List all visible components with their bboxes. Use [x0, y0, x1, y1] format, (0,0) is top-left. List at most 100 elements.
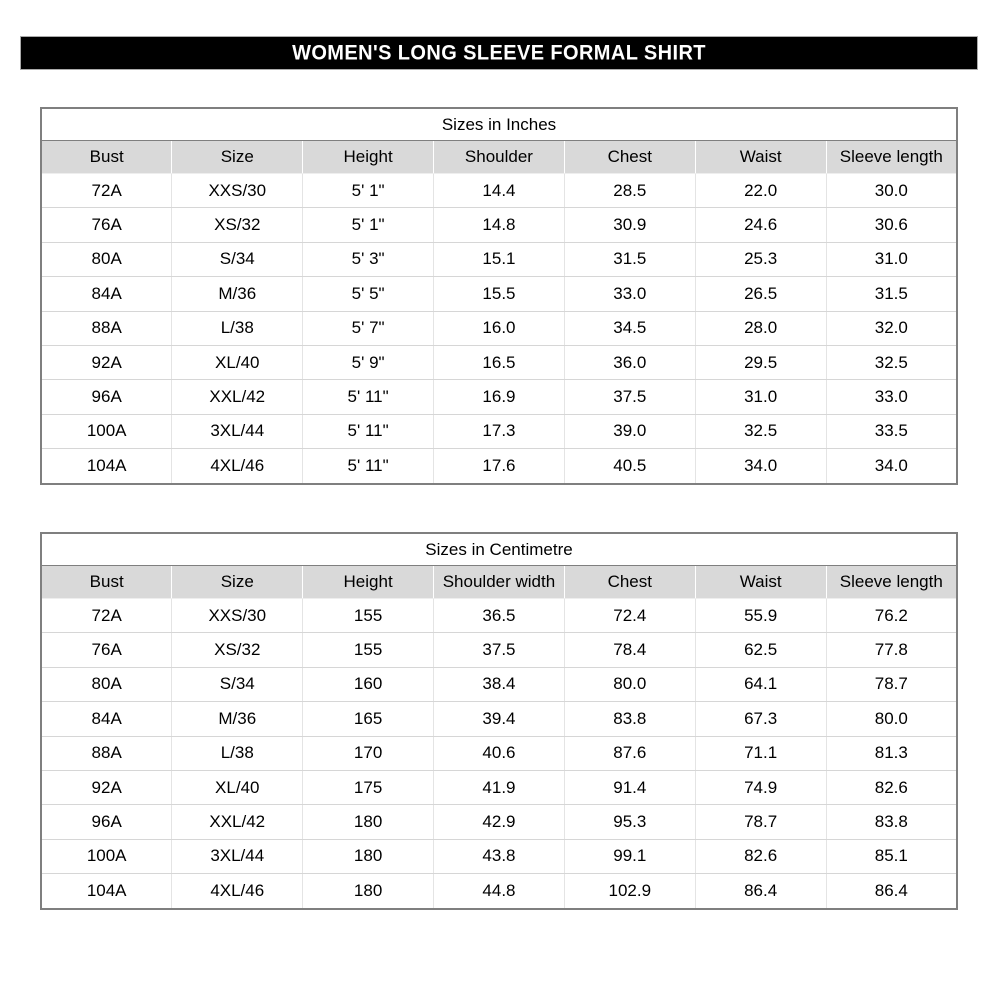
table-cell: 175: [302, 770, 434, 806]
table-cell: XXS/30: [171, 598, 303, 634]
table-cell: 36.0: [563, 345, 696, 381]
table-row: 88A L/38 5' 7" 16.0 34.5 28.0 32.0: [41, 311, 957, 346]
table-cell: 31.0: [694, 379, 827, 415]
table-cell: 33.5: [825, 414, 957, 450]
table-cell: 85.1: [825, 839, 957, 875]
table-cell: 42.9: [433, 804, 565, 840]
table-cell: 91.4: [563, 770, 696, 806]
table-cell: 80.0: [825, 701, 957, 737]
table-cell: 74.9: [694, 770, 827, 806]
table-row: 88A L/38 170 40.6 87.6 71.1 81.3: [41, 736, 957, 771]
table-cell: 71.1: [694, 736, 827, 771]
product-title-banner: WOMEN'S LONG SLEEVE FORMAL SHIRT: [20, 36, 978, 70]
table-cell: 100A: [41, 839, 172, 875]
size-table-inches: Sizes in Inches Bust Size Height Shoulder Ch…: [40, 107, 958, 485]
table-cell: 55.9: [694, 598, 827, 634]
table-cell: S/34: [171, 242, 303, 278]
table-cell: 5' 11": [302, 379, 434, 415]
column-header: Chest: [563, 565, 696, 599]
table-cell: XXS/30: [171, 173, 303, 209]
column-header: Shoulder: [433, 140, 565, 174]
table-cell: 3XL/44: [171, 414, 303, 450]
table-title: Sizes in Inches: [41, 108, 957, 141]
table-cell: 24.6: [694, 207, 827, 243]
table-cell: 180: [302, 804, 434, 840]
table-cell: 34.5: [563, 311, 696, 346]
column-header: Size: [171, 565, 303, 599]
table-title: Sizes in Centimetre: [41, 533, 957, 566]
table-cell: 5' 3": [302, 242, 434, 278]
table-cell: 86.4: [825, 873, 957, 909]
column-header: Shoulder width: [433, 565, 565, 599]
table-cell: XL/40: [171, 345, 303, 381]
table-cell: 84A: [41, 701, 172, 737]
table-cell: 37.5: [563, 379, 696, 415]
table-cell: 44.8: [433, 873, 565, 909]
table-cell: 39.0: [563, 414, 696, 450]
table-cell: 31.5: [825, 276, 957, 312]
table-cell: 4XL/46: [171, 448, 303, 484]
table-cell: 5' 11": [302, 448, 434, 484]
table-cell: 78.4: [563, 632, 696, 668]
table-cell: 78.7: [694, 804, 827, 840]
table-cell: L/38: [171, 736, 303, 771]
table-cell: L/38: [171, 311, 303, 346]
table-row: 92A XL/40 175 41.9 91.4 74.9 82.6: [41, 770, 957, 806]
table-cell: 34.0: [694, 448, 827, 484]
table-row: 76A XS/32 155 37.5 78.4 62.5 77.8: [41, 632, 957, 668]
table-cell: 17.6: [433, 448, 565, 484]
table-cell: 16.5: [433, 345, 565, 381]
table-cell: 92A: [41, 770, 172, 806]
column-header: Waist: [694, 565, 827, 599]
table-row: 96A XXL/42 5' 11" 16.9 37.5 31.0 33.0: [41, 379, 957, 415]
table-cell: 39.4: [433, 701, 565, 737]
table-row: 76A XS/32 5' 1" 14.8 30.9 24.6 30.6: [41, 207, 957, 243]
table-cell: 40.6: [433, 736, 565, 771]
table-cell: XXL/42: [171, 379, 303, 415]
table-cell: XXL/42: [171, 804, 303, 840]
table-cell: 38.4: [433, 667, 565, 703]
table-cell: 80A: [41, 667, 172, 703]
table-header-row: Bust Size Height Shoulder width Chest Waist Sl…: [41, 565, 957, 599]
table-cell: 160: [302, 667, 434, 703]
table-cell: 25.3: [694, 242, 827, 278]
table-cell: 3XL/44: [171, 839, 303, 875]
table-cell: 170: [302, 736, 434, 771]
table-header-row: Bust Size Height Shoulder Chest Waist Sleeve l…: [41, 140, 957, 174]
table-cell: 155: [302, 632, 434, 668]
table-cell: 72A: [41, 173, 172, 209]
column-header: Height: [302, 565, 434, 599]
table-cell: 30.9: [563, 207, 696, 243]
table-cell: XL/40: [171, 770, 303, 806]
table-cell: 180: [302, 839, 434, 875]
table-cell: 80A: [41, 242, 172, 278]
table-cell: M/36: [171, 701, 303, 737]
column-header: Waist: [694, 140, 827, 174]
table-cell: 100A: [41, 414, 172, 450]
column-header: Sleeve length: [825, 140, 957, 174]
table-cell: 87.6: [563, 736, 696, 771]
table-cell: 165: [302, 701, 434, 737]
table-cell: 76A: [41, 207, 172, 243]
table-row: 92A XL/40 5' 9" 16.5 36.0 29.5 32.5: [41, 345, 957, 381]
table-row: 72A XXS/30 5' 1" 14.4 28.5 22.0 30.0: [41, 173, 957, 209]
page-title: WOMEN'S LONG SLEEVE FORMAL SHIRT: [292, 40, 706, 65]
table-cell: 30.6: [825, 207, 957, 243]
table-cell: 31.0: [825, 242, 957, 278]
table-cell: 180: [302, 873, 434, 909]
table-cell: 22.0: [694, 173, 827, 209]
table-cell: 30.0: [825, 173, 957, 209]
table-cell: 17.3: [433, 414, 565, 450]
table-cell: 5' 11": [302, 414, 434, 450]
table-cell: S/34: [171, 667, 303, 703]
table-cell: 32.5: [694, 414, 827, 450]
table-cell: 32.0: [825, 311, 957, 346]
table-title-row: Sizes in Centimetre: [41, 533, 957, 566]
table-cell: 78.7: [825, 667, 957, 703]
table-cell: 81.3: [825, 736, 957, 771]
table-cell: 26.5: [694, 276, 827, 312]
table-cell: 16.0: [433, 311, 565, 346]
table-row: 72A XXS/30 155 36.5 72.4 55.9 76.2: [41, 598, 957, 634]
table-row: 100A 3XL/44 5' 11" 17.3 39.0 32.5 33.5: [41, 414, 957, 450]
table-cell: 36.5: [433, 598, 565, 634]
